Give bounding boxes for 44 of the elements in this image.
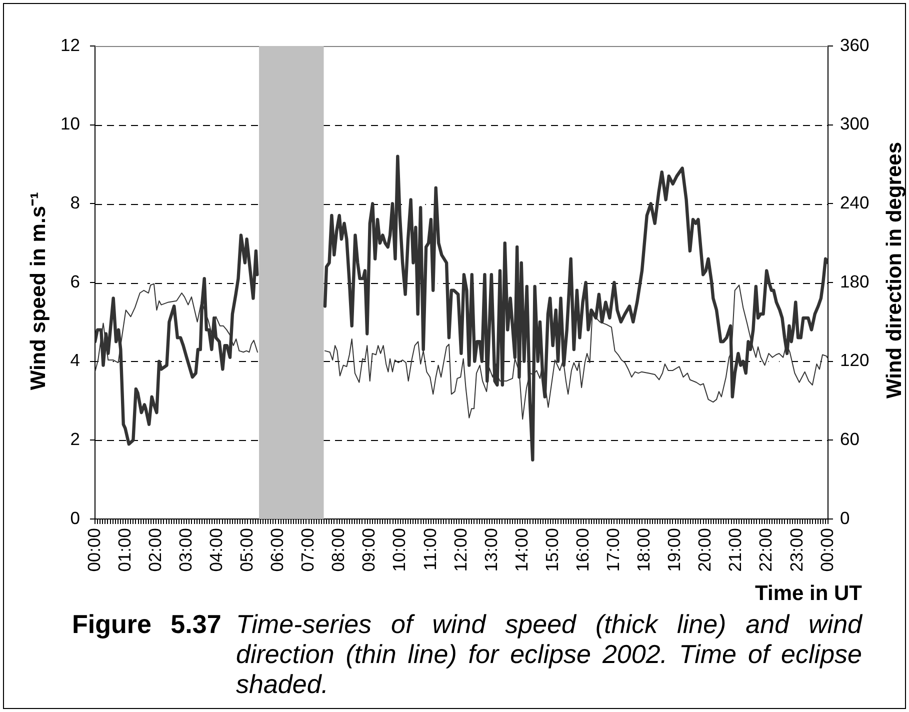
y2-tick-label: 240 bbox=[840, 192, 870, 212]
text: Time-series of wind speed (thick line) and wind direction (thin line) for eclipse 2002. Time of eclipse shaded. bbox=[236, 609, 862, 699]
y2-tick-label: 180 bbox=[840, 271, 870, 292]
y2-tick-label: 360 bbox=[840, 34, 870, 55]
y-tick-label: 8 bbox=[70, 192, 80, 212]
x-tick-label: 06:00 bbox=[267, 528, 288, 572]
y2-tick-label: 60 bbox=[840, 428, 860, 449]
y-tick-label: 2 bbox=[70, 428, 80, 449]
x-tick-label: 08:00 bbox=[328, 528, 348, 572]
x-tick-label: 05:00 bbox=[236, 528, 257, 572]
caption: Figure 5.37 bbox=[72, 609, 222, 639]
x-tick-label: 22:00 bbox=[756, 528, 776, 572]
x-tick-label: 18:00 bbox=[634, 528, 654, 572]
x-tick-label: 03:00 bbox=[175, 528, 196, 572]
x-tick-label: 21:00 bbox=[725, 528, 746, 572]
y-tick-label: 6 bbox=[70, 271, 80, 292]
y-tick-label: 12 bbox=[60, 34, 80, 55]
x-tick-label: 07:00 bbox=[298, 528, 318, 572]
x-tick-label: 13:00 bbox=[480, 528, 501, 572]
x-tick-label: 11:00 bbox=[420, 528, 440, 570]
x-tick-label: 01:00 bbox=[114, 528, 134, 572]
y2-axis-title: Wind direction in degrees bbox=[882, 142, 907, 398]
x-tick-label: 17:00 bbox=[603, 528, 624, 572]
x-tick-label: 04:00 bbox=[206, 528, 226, 572]
x-axis-title: Time in UT bbox=[755, 582, 862, 606]
y2-tick-label: 120 bbox=[840, 350, 870, 370]
x-tick-label: 09:00 bbox=[358, 528, 379, 572]
y-tick-label: 4 bbox=[70, 350, 80, 370]
y2-tick-label: 300 bbox=[840, 114, 870, 134]
y-axis-title: Wind speed in m.s⁻¹ bbox=[26, 192, 51, 390]
y2-tick-label: 0 bbox=[840, 508, 850, 528]
x-tick-label: 20:00 bbox=[694, 528, 715, 572]
x-tick-label: 10:00 bbox=[389, 528, 410, 572]
x-tick-label: 00:00 bbox=[84, 528, 104, 572]
x-tick-label: 19:00 bbox=[664, 528, 684, 572]
x-tick-label: 14:00 bbox=[511, 528, 532, 572]
x-tick-label: 23:00 bbox=[786, 528, 806, 572]
y-tick-label: 0 bbox=[70, 508, 80, 528]
x-tick-label: 00:00 bbox=[816, 528, 837, 572]
x-tick-label: 02:00 bbox=[144, 528, 165, 572]
x-tick-label: 15:00 bbox=[542, 528, 562, 572]
y-tick-label: 10 bbox=[60, 114, 80, 134]
x-tick-label: 16:00 bbox=[572, 528, 592, 572]
x-tick-label: 12:00 bbox=[450, 528, 470, 572]
